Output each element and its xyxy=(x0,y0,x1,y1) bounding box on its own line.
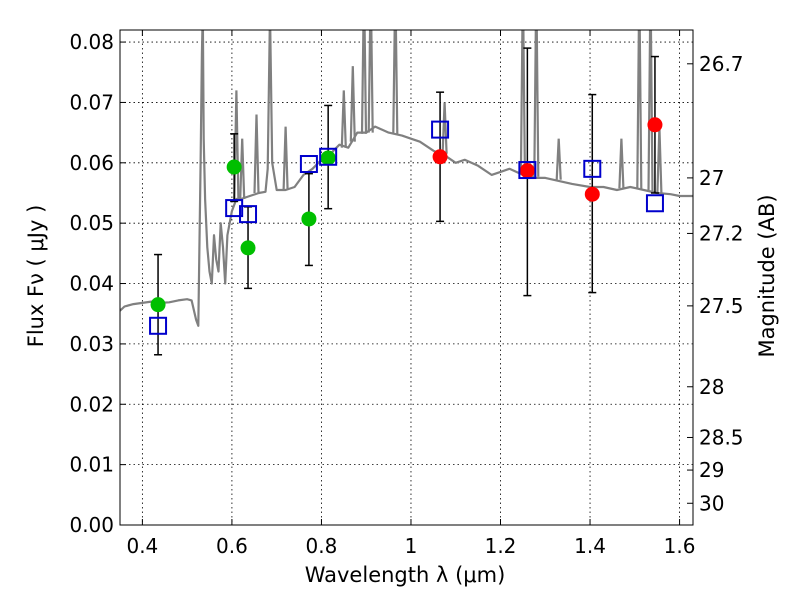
emission-line-spike xyxy=(349,66,356,142)
data-point-square xyxy=(319,147,338,166)
data-point-circle xyxy=(584,186,600,202)
emission-line-spike xyxy=(533,30,540,177)
x-tick-label: 1.4 xyxy=(574,534,606,558)
error-bars-layer xyxy=(154,47,659,356)
grid-layer xyxy=(120,30,693,526)
y-tick-label: 0.06 xyxy=(69,151,114,175)
emission-line-spike xyxy=(555,138,562,180)
y-tick-label: 0.02 xyxy=(69,392,114,416)
data-point-circle xyxy=(647,117,663,133)
emission-line-spike xyxy=(360,30,368,134)
ticks-layer xyxy=(120,30,693,526)
emission-line-spike xyxy=(282,126,289,191)
data-point-circle xyxy=(240,240,256,256)
x-tick-label: 0.8 xyxy=(306,534,338,558)
data-point-circle xyxy=(226,159,242,175)
x-axis-label: Wavelength λ (μm) xyxy=(305,563,506,587)
y-tick-label: 0.01 xyxy=(69,453,114,477)
mag-tick-label: 27.5 xyxy=(699,294,744,318)
right-axis-label: Magnitude (AB) xyxy=(755,194,779,357)
mag-tick-label: 27 xyxy=(699,166,724,190)
y-tick-label: 0.07 xyxy=(69,90,114,114)
emission-line-spike xyxy=(519,30,526,174)
emission-line-spike xyxy=(233,90,240,200)
data-point-square xyxy=(239,205,258,224)
data-point-square xyxy=(645,194,664,213)
tick-labels-layer: 0.4 0.6 0.8 1 1.2 1.4 1.6 0.00 0.01 0.02 0.03 0.04 0… xyxy=(69,30,743,558)
data-point-circle xyxy=(432,149,448,165)
emission-line-spike xyxy=(340,90,347,148)
emission-line-spike xyxy=(636,30,643,190)
emission-line-spike xyxy=(441,102,448,154)
data-point-square xyxy=(225,199,244,218)
model-sed-line xyxy=(120,30,693,327)
y-tick-label: 0.04 xyxy=(69,272,114,296)
mag-tick-label: 30 xyxy=(699,491,724,515)
mag-tick-label: 29 xyxy=(699,458,724,482)
data-point-circle xyxy=(519,163,535,179)
data-point-circle xyxy=(150,297,166,313)
x-tick-label: 1 xyxy=(405,534,418,558)
plot-frame xyxy=(119,29,694,526)
emission-line-spike xyxy=(656,126,663,194)
mag-tick-label: 28 xyxy=(699,375,724,399)
emission-line-spike xyxy=(618,138,625,189)
mag-tick-label: 26.7 xyxy=(699,52,744,76)
x-tick-label: 1.6 xyxy=(664,534,696,558)
data-point-circle xyxy=(320,150,336,166)
data-point-square xyxy=(431,120,450,139)
x-tick-label: 0.4 xyxy=(126,534,158,558)
emission-line-spike xyxy=(367,30,374,133)
x-tick-label: 0.6 xyxy=(216,534,248,558)
data-point-square xyxy=(583,159,602,178)
data-point-square xyxy=(149,316,168,335)
mag-tick-label: 27.2 xyxy=(699,221,744,245)
emission-line-spike xyxy=(253,114,260,194)
y-tick-label: 0.05 xyxy=(69,211,114,235)
y-tick-label: 0.03 xyxy=(69,332,114,356)
y-axis-label: Flux Fν ( μJy ) xyxy=(24,205,48,348)
emission-line-spike xyxy=(239,138,246,200)
data-point-square xyxy=(299,155,318,174)
y-tick-label: 0.00 xyxy=(69,513,114,537)
y-tick-label: 0.08 xyxy=(69,30,114,54)
data-point-circle xyxy=(301,211,317,227)
points-layer xyxy=(149,117,664,335)
emission-line-spike xyxy=(392,30,399,134)
mag-tick-label: 28.5 xyxy=(699,425,744,449)
emission-line-spike xyxy=(647,30,654,192)
x-tick-label: 1.2 xyxy=(485,534,517,558)
data-point-square xyxy=(518,161,537,180)
